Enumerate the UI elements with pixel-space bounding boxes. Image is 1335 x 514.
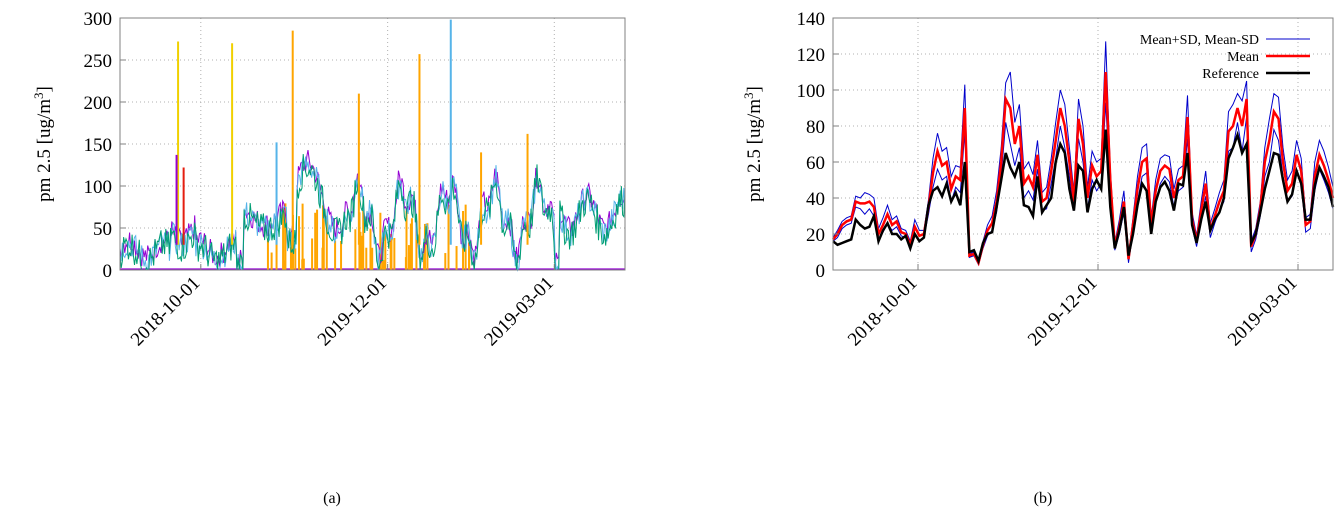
y-tick-label: 0 [816, 261, 826, 282]
x-tick-label: 2019-12-01 [1024, 273, 1102, 351]
y-tick-label: 50 [93, 219, 112, 240]
y-tick-label: 100 [84, 177, 113, 198]
y-tick-label: 100 [797, 81, 826, 102]
x-tick-label: 2018-10-01 [127, 273, 205, 351]
legend-label: Mean+SD, Mean-SD [1140, 33, 1259, 48]
chart-a-x-ticks: 2018-10-01 2019-12-01 2019-03-01 [127, 264, 558, 350]
y-tick-label: 150 [84, 135, 113, 156]
legend-label: Reference [1202, 67, 1259, 82]
x-tick-label: 2019-12-01 [314, 273, 392, 351]
y-tick-label: 140 [797, 9, 826, 30]
chart-a-y-ticks: 0 50 100 150 200 250 300 [84, 9, 126, 282]
y-tick-label: 200 [84, 93, 113, 114]
caption-b: (b) [1034, 490, 1053, 507]
x-tick-label: 2018-10-01 [844, 273, 922, 351]
chart-a-y-axis-label: pm 2.5 [ug/m3] [31, 86, 56, 202]
y-tick-label: 20 [806, 225, 825, 246]
series-a-line [119, 154, 626, 271]
y-tick-label: 300 [84, 9, 113, 30]
series-b-reference [832, 129, 1335, 265]
caption-a: (a) [323, 490, 341, 507]
chart-b-x-ticks: 2018-10-01 2019-12-01 2019-03-01 [844, 264, 1302, 350]
chart-b-y-axis-label: pm 2.5 [ug/m3] [741, 86, 766, 202]
legend-label: Mean [1227, 50, 1259, 65]
chart-b-legend: Mean+SD, Mean-SD Mean Reference [1140, 33, 1310, 82]
chart-a-series [119, 19, 626, 272]
y-tick-label: 0 [103, 261, 113, 282]
y-tick-label: 60 [806, 153, 825, 174]
chart-b-series [832, 41, 1335, 267]
chart-b-frame [832, 17, 1334, 271]
series-a-line [119, 150, 626, 271]
chart-b-y-ticks: 0 20 40 60 80 100 120 140 [797, 9, 839, 282]
y-tick-label: 80 [806, 117, 825, 138]
x-tick-label: 2019-03-01 [480, 273, 558, 351]
y-tick-label: 120 [797, 45, 826, 66]
y-tick-label: 250 [84, 51, 113, 72]
y-tick-label: 40 [806, 189, 825, 210]
x-tick-label: 2019-03-01 [1224, 273, 1302, 351]
